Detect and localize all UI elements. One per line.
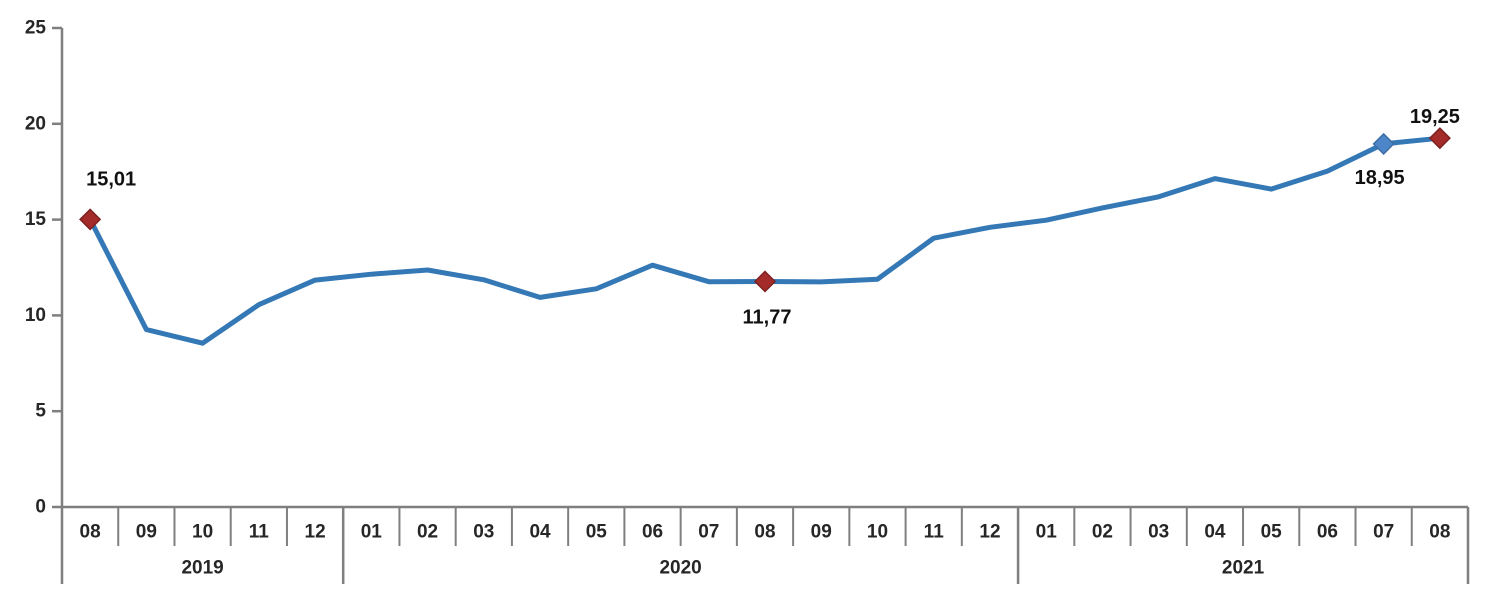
month-label: 08 (80, 522, 101, 543)
month-label: 04 (529, 522, 551, 543)
month-label: 11 (924, 522, 945, 543)
point-marker (753, 270, 777, 293)
point-label: 18,95 (1355, 167, 1405, 189)
y-tick-label: 15 (25, 209, 47, 230)
point-label: 19,25 (1410, 106, 1460, 128)
year-label: 2020 (659, 558, 701, 579)
month-label: 01 (361, 522, 383, 543)
month-label: 02 (1092, 522, 1113, 543)
month-label: 07 (698, 522, 719, 543)
month-label: 08 (1429, 522, 1450, 543)
month-label: 03 (473, 522, 494, 543)
point-label: 15,01 (86, 168, 136, 190)
month-label: 04 (1204, 522, 1226, 543)
month-label: 11 (249, 522, 270, 543)
month-label: 12 (979, 522, 1000, 543)
month-label: 03 (1148, 522, 1169, 543)
year-label: 2021 (1222, 558, 1265, 579)
month-label: 09 (811, 522, 832, 543)
y-tick-label: 10 (25, 305, 46, 326)
y-tick-label: 25 (25, 18, 47, 39)
month-label: 05 (586, 522, 608, 543)
month-label: 06 (1317, 522, 1338, 543)
month-label: 12 (305, 522, 326, 543)
month-label: 10 (867, 522, 888, 543)
month-label: 07 (1373, 522, 1394, 543)
y-tick-label: 0 (35, 497, 46, 518)
month-label: 01 (1036, 522, 1058, 543)
point-marker (79, 208, 102, 231)
month-label: 08 (754, 522, 775, 543)
month-label: 06 (642, 522, 663, 543)
point-marker (1428, 127, 1451, 150)
point-marker (1372, 132, 1395, 155)
year-label: 2019 (181, 558, 223, 579)
y-tick-label: 5 (35, 401, 46, 422)
month-label: 09 (136, 522, 157, 543)
point-label: 11,77 (743, 306, 792, 328)
month-label: 05 (1261, 522, 1283, 543)
month-label: 02 (417, 522, 438, 543)
month-label: 10 (192, 522, 213, 543)
y-tick-label: 20 (25, 113, 46, 134)
